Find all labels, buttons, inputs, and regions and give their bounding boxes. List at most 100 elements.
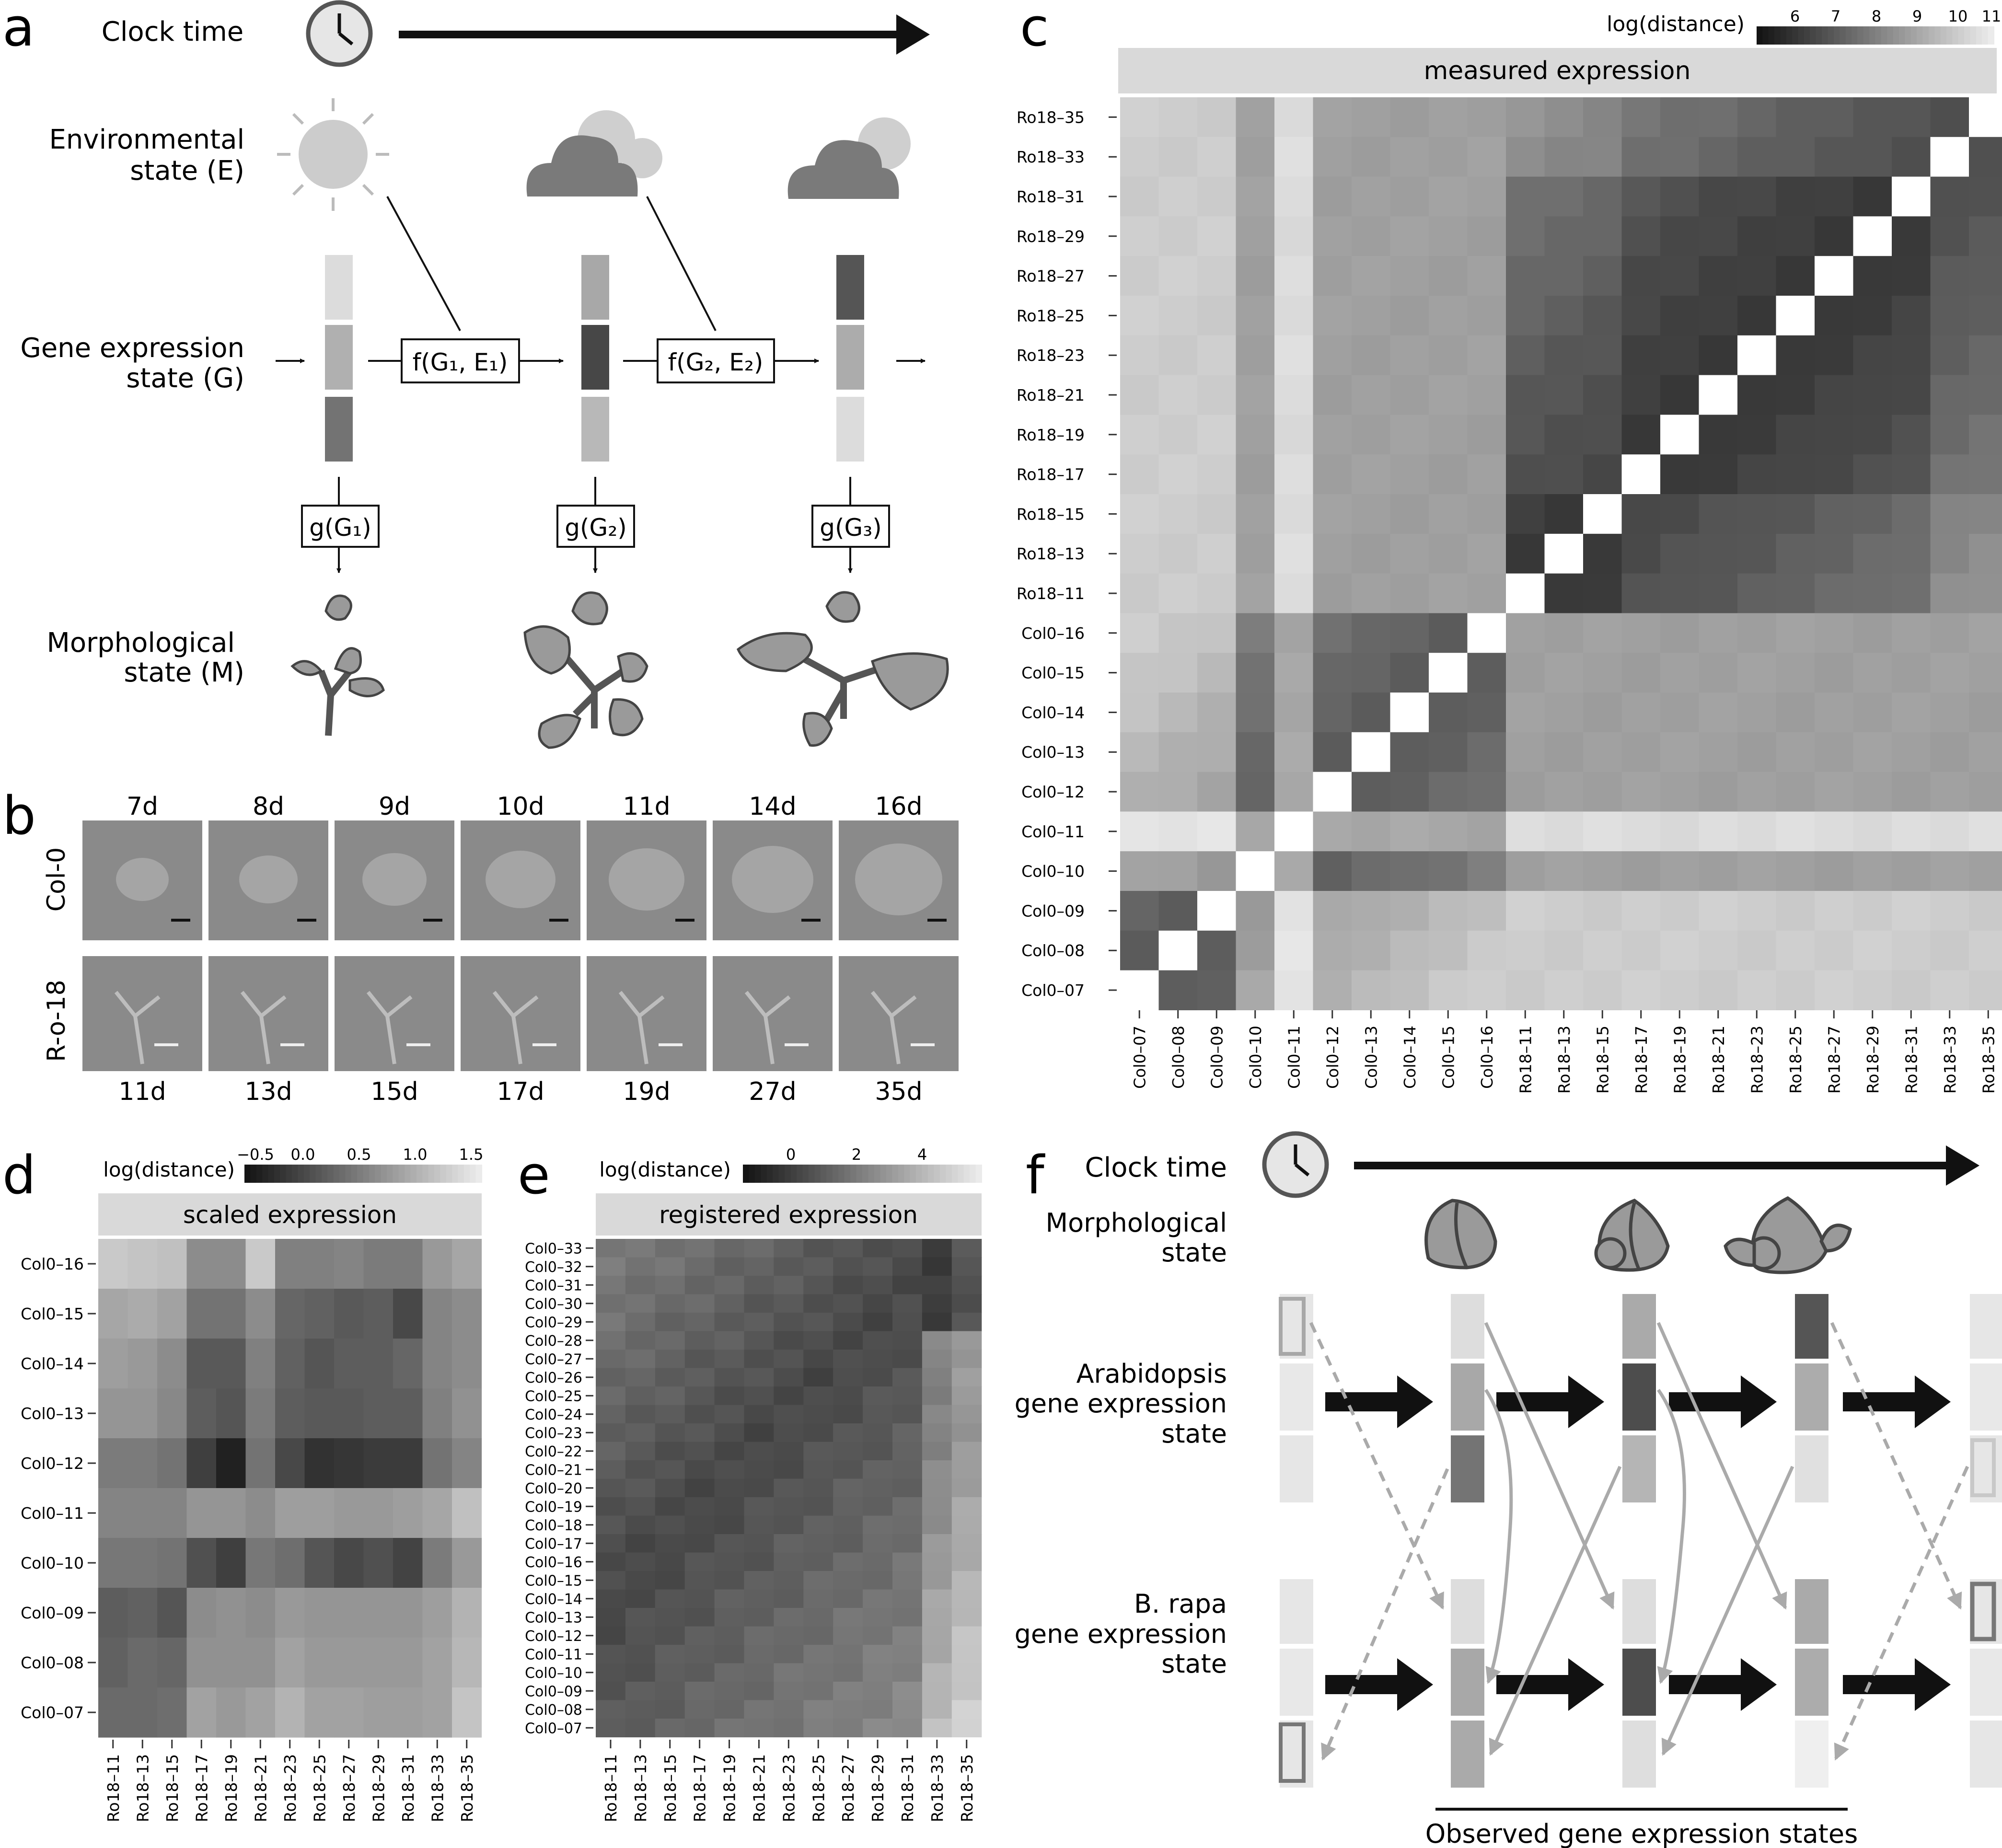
heatmap-cell [1776,97,1815,138]
x-tick-label: Col0–11 [1285,1026,1303,1089]
gene-expr-label-1: Gene expression [20,333,244,364]
f-arab-label-3: state [1161,1419,1227,1449]
heatmap-cell [1737,653,1777,693]
heatmap-cell [393,1239,423,1289]
heatmap-cell [1120,335,1159,376]
heatmap-cell [625,1626,656,1645]
legend-swatch [1840,26,1846,45]
heatmap-cell [1699,930,1738,971]
heatmap-cell [1737,772,1777,812]
heatmap-cell [1583,137,1622,177]
heatmap-cell [304,1538,335,1588]
heatmap-cell [1660,930,1700,971]
heatmap-cell [1390,653,1429,693]
heatmap-cell [1506,454,1545,495]
heatmap-cell [596,1719,626,1738]
arab-column-4 [1795,1294,1828,1502]
heatmap-cell [1120,891,1159,931]
heatmap-cell [833,1350,863,1369]
heatmap-cell [1236,653,1275,693]
heatmap-cell [833,1515,863,1535]
heatmap-cell [186,1588,217,1638]
f-brapa-label-1: B. rapa [1134,1589,1227,1619]
heatmap-cell [803,1700,833,1719]
heatmap-cell [1352,732,1391,773]
heatmap-cell [684,1645,715,1664]
heatmap-cell [1621,137,1661,177]
legend-swatch [814,1165,821,1183]
heatmap-cell [1506,97,1545,138]
heatmap-cell [1621,811,1661,852]
legend-swatch [790,1165,798,1183]
heatmap-cell [1853,732,1892,773]
heatmap-cell [744,1460,774,1479]
heatmap-cell [1429,216,1468,256]
legend-swatch [1757,26,1763,45]
heatmap-cell [1776,891,1815,931]
heatmap-cell [744,1645,774,1664]
heatmap-cell [98,1638,128,1688]
heatmap-cell [863,1478,893,1498]
heatmap-cell [1776,176,1815,217]
f-morph-label-2: state [1161,1237,1227,1268]
heatmap-cell [1274,494,1314,534]
heatmap-cell [186,1488,217,1538]
heatmap-cell [892,1460,923,1479]
legend-swatch [280,1165,287,1183]
heatmap-cell [744,1350,774,1369]
y-tick-label: Col0–11 [21,1504,84,1523]
heatmap-cell [1158,732,1198,773]
heatmap-cell [774,1608,804,1627]
row-label-col0: Col-0 [42,847,71,912]
heatmap-cell [1853,613,1892,653]
heatmap-cell [304,1239,335,1289]
legend-swatch [754,1165,762,1183]
legend-swatch [274,1165,281,1183]
heatmap-cell [127,1488,158,1538]
env-link-1 [386,196,461,331]
heatmap-cell [334,1588,364,1638]
heatmap-cell [951,1719,982,1738]
heatmap-cell [1390,970,1429,1010]
legend-swatch [868,1165,875,1183]
heatmap-cell [1544,772,1584,812]
legend-tick: 0.5 [347,1145,371,1164]
legend-swatch [1922,26,1929,45]
heatmap-cell [1930,693,1969,733]
heatmap-cell [655,1571,685,1590]
heatmap-cell [596,1663,626,1682]
heatmap-cell [393,1687,423,1738]
heatmap-cell [1544,930,1584,971]
gene-column-2 [581,255,609,462]
heatmap-cell [1737,811,1777,852]
heatmap-cell [714,1700,745,1719]
legend-swatch [802,1165,809,1183]
heatmap-cell [596,1350,626,1369]
x-tick-label: Ro18–27 [839,1754,857,1822]
heatmap-cell [1120,296,1159,336]
day-label-top: 7d [127,792,158,821]
heatmap-cell [1892,296,1931,336]
heatmap-cell [363,1388,393,1439]
heatmap-cell [1853,653,1892,693]
day-label-bottom: 13d [244,1077,292,1106]
heatmap-cell [684,1663,715,1682]
heatmap-cell [863,1608,893,1627]
heatmap-cell [1621,772,1661,812]
heatmap-cell [892,1478,923,1498]
heatmap-cell [127,1289,158,1339]
heatmap-cell [1853,930,1892,971]
heatmap-cell [304,1289,335,1339]
heatmap-cell [1158,216,1198,256]
brapa-column-3 [1622,1579,1656,1788]
heatmap-cell [744,1534,774,1553]
heatmap-cell [1390,256,1429,296]
svg-text:g(G₂): g(G₂) [565,514,627,542]
heatmap-cell [245,1388,276,1439]
heatmap-cell [1313,137,1352,177]
legend-swatch [1774,26,1781,45]
legend-swatch [463,1165,471,1183]
heatmap-cell [1352,613,1391,653]
heatmap-cell [892,1257,923,1276]
heatmap-cell [1274,375,1314,415]
